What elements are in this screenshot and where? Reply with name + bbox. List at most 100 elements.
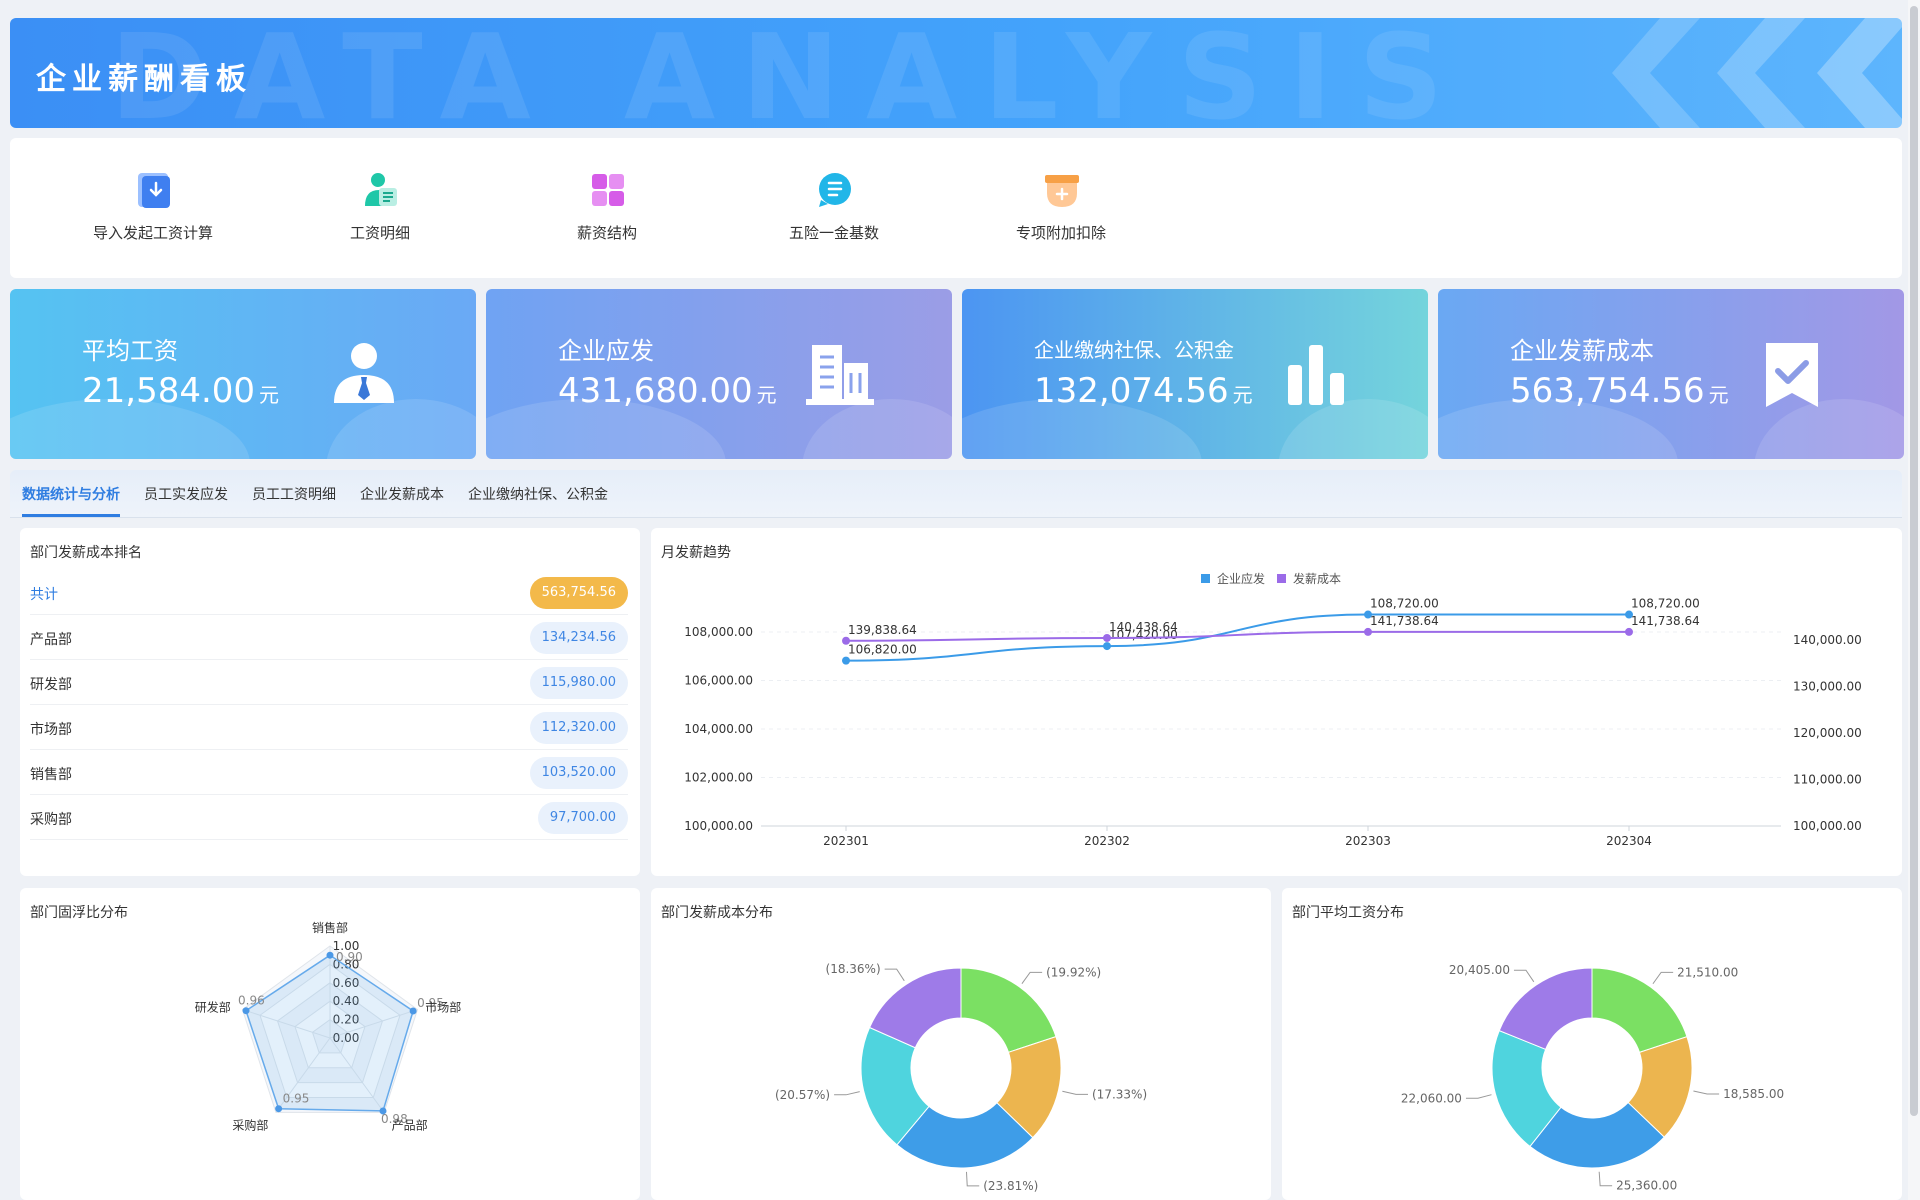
ranking-name: 产品部 xyxy=(30,632,72,648)
tab-employee-pay[interactable]: 员工实发应发 xyxy=(144,487,228,503)
donut-slice xyxy=(1529,1101,1665,1169)
radar-value-label: 0.96 xyxy=(238,994,265,1008)
ranking-name: 销售部 xyxy=(30,767,72,783)
radar-value-label: 0.98 xyxy=(381,1112,408,1126)
stat-card-social-insurance[interactable]: 企业缴纳社保、公积金 132,074.56 元 xyxy=(962,289,1428,459)
series-payable-data-label: 108,720.00 xyxy=(1631,597,1700,611)
series-cost-point xyxy=(1625,627,1633,636)
ranking-value-badge: 103,520.00 xyxy=(529,757,628,789)
tab-social-insurance[interactable]: 企业缴纳社保、公积金 xyxy=(468,487,608,503)
radar-indicator-label: 销售部 xyxy=(312,920,348,935)
shortcut-salary-detail[interactable]: 工资明细 xyxy=(275,138,485,278)
building-icon xyxy=(806,345,874,405)
ranking-row: 采购部 97,700.00 xyxy=(30,795,628,840)
donut-slice xyxy=(960,967,1057,1053)
ranking-row: 销售部 103,520.00 xyxy=(30,750,628,795)
scrollbar-thumb[interactable] xyxy=(1910,6,1918,1116)
ranking-row-total: 共计 563,754.56 xyxy=(30,570,628,615)
stat-card-gross-payable[interactable]: 企业应发 431,680.00 元 xyxy=(486,289,952,459)
y-tick-label-right: 140,000.00 xyxy=(1793,633,1862,647)
stat-title: 企业缴纳社保、公积金 xyxy=(1034,338,1234,362)
list-bubble-icon xyxy=(819,173,851,207)
dept-cost-distribution-panel: 部门发薪成本分布 (19.92%) (17.33%) (23.81%) (20.57%… xyxy=(651,888,1271,1200)
ranking-row: 产品部 134,234.56 xyxy=(30,615,628,660)
shortcut-insurance-base[interactable]: 五险一金基数 xyxy=(729,138,939,278)
donut-slice-label: (17.33%) xyxy=(1092,1087,1147,1101)
radar-tick-label: 0.60 xyxy=(333,976,360,990)
stat-value: 563,754.56 元 xyxy=(1510,371,1729,411)
donut-leader-line xyxy=(1062,1090,1089,1095)
shortcut-salary-structure[interactable]: 薪资结构 xyxy=(502,138,712,278)
donut-slice-label: 20,405.00 xyxy=(1449,963,1510,977)
grid-icon xyxy=(592,174,624,206)
panel-title: 部门平均工资分布 xyxy=(1292,905,1404,921)
stat-card-average-salary[interactable]: 平均工资 21,584.00 元 xyxy=(10,289,476,459)
stat-unit: 元 xyxy=(259,383,280,407)
ranking-name: 研发部 xyxy=(30,677,72,693)
active-tab-indicator xyxy=(22,514,120,517)
series-payable-data-label: 106,820.00 xyxy=(848,643,917,657)
series-payable-point xyxy=(1625,610,1633,619)
panel-title: 月发薪趋势 xyxy=(661,545,731,561)
donut-slice-label: (23.81%) xyxy=(983,1179,1038,1193)
tab-payroll-cost[interactable]: 企业发薪成本 xyxy=(360,487,444,503)
radar-tick-label: 0.40 xyxy=(333,994,360,1008)
shortcut-label: 五险一金基数 xyxy=(788,224,879,242)
stat-value: 21,584.00 元 xyxy=(82,371,279,411)
shortcut-label: 专项附加扣除 xyxy=(1015,224,1106,242)
donut-leader-line xyxy=(1693,1090,1720,1095)
donut-slice xyxy=(896,1102,1034,1169)
donut-slice-label: (20.57%) xyxy=(775,1088,830,1102)
dept-avg-salary-donut[interactable]: 21,510.00 18,585.00 25,360.00 22,060.00 20,4… xyxy=(1282,888,1902,1200)
panel-title: 部门发薪成本分布 xyxy=(661,905,773,921)
shortcut-import-payroll[interactable]: 导入发起工资计算 xyxy=(48,138,258,278)
radar-indicator-label: 采购部 xyxy=(232,1117,268,1132)
fixed-float-ratio-radar[interactable]: 0.000.200.400.600.801.000.900.950.980.95… xyxy=(20,888,640,1200)
ranking-name[interactable]: 共计 xyxy=(30,587,58,603)
donut-leader-line xyxy=(1465,1094,1492,1099)
x-tick-label: 202301 xyxy=(823,834,869,848)
y-tick-label-right: 100,000.00 xyxy=(1793,819,1862,833)
banner-watermark: DATA ANALYSIS xyxy=(110,18,1470,128)
series-cost-line xyxy=(845,630,1629,642)
x-tick-label: 202302 xyxy=(1084,834,1130,848)
shortcut-special-deduction[interactable]: 专项附加扣除 xyxy=(956,138,1166,278)
series-payable-data-label: 108,720.00 xyxy=(1370,597,1439,611)
dept-cost-donut[interactable]: (19.92%) (17.33%) (23.81%) (20.57%) (18.36%) xyxy=(651,888,1271,1200)
donut-slice-label: 21,510.00 xyxy=(1677,965,1738,979)
legend-label: 发薪成本 xyxy=(1293,571,1341,586)
y-tick-label-left: 108,000.00 xyxy=(684,625,753,639)
donut-slice xyxy=(1591,967,1688,1053)
donut-leader-line xyxy=(1652,971,1674,985)
deduction-box-icon xyxy=(1045,175,1079,207)
donut-slice-label: 25,360.00 xyxy=(1616,1179,1677,1193)
x-tick-label: 202303 xyxy=(1345,834,1391,848)
series-payable-line xyxy=(845,613,1629,662)
ranking-value-badge: 134,234.56 xyxy=(529,622,628,654)
y-tick-label-left: 100,000.00 xyxy=(684,819,753,833)
import-icon xyxy=(138,173,170,208)
ranking-name: 市场部 xyxy=(30,722,72,738)
tab-employee-salary-detail[interactable]: 员工工资明细 xyxy=(252,487,336,503)
ranking-value-badge: 563,754.56 xyxy=(529,577,628,609)
tab-data-analysis[interactable]: 数据统计与分析 xyxy=(22,487,120,503)
radar-point xyxy=(242,1007,250,1015)
donut-slice xyxy=(1498,967,1593,1050)
stat-unit: 元 xyxy=(1232,383,1253,407)
monthly-trend-chart[interactable]: 企业应发 发薪成本 100,000.00 102,000.00 104,000.00 10… xyxy=(651,528,1902,876)
shortcut-label: 工资明细 xyxy=(349,224,410,242)
ranking-panel: 部门发薪成本排名 共计 563,754.56 产品部 134,234.56 研发… xyxy=(20,528,640,876)
stat-number: 563,754.56 xyxy=(1510,371,1705,411)
stat-value: 431,680.00 元 xyxy=(558,371,777,411)
radar-axis xyxy=(275,1037,331,1113)
donut-slice-label: (18.36%) xyxy=(826,962,881,976)
ranking-row: 市场部 112,320.00 xyxy=(30,705,628,750)
employee-detail-icon xyxy=(365,173,397,206)
legend-swatch xyxy=(1277,574,1286,583)
series-cost-data-label: 140,438.64 xyxy=(1109,620,1178,634)
shortcut-label: 导入发起工资计算 xyxy=(92,224,213,242)
stat-card-payroll-cost[interactable]: 企业发薪成本 563,754.56 元 xyxy=(1438,289,1904,459)
stat-title: 企业应发 xyxy=(558,337,654,365)
page-title: 企业薪酬看板 xyxy=(36,62,252,97)
series-payable-point xyxy=(1364,610,1372,619)
